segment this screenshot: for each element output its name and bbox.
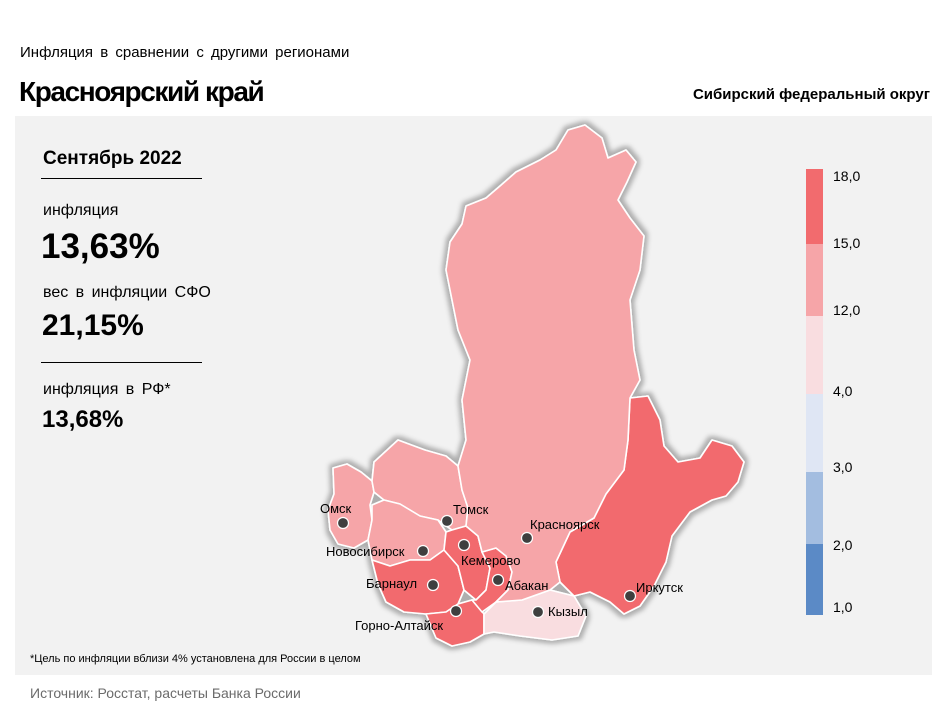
city-label-omsk: Омск	[320, 501, 352, 516]
city-label-abakan: Абакан	[505, 578, 548, 593]
city-label-kyzyl: Кызыл	[548, 604, 588, 619]
inflation-value: 13,63%	[41, 227, 160, 266]
divider-bottom	[41, 362, 202, 363]
legend-tick-3: 3,0	[833, 459, 853, 475]
legend-band-4-12	[806, 316, 823, 394]
region-barnaul	[371, 549, 465, 615]
city-dot-gorno-altaysk	[449, 604, 463, 618]
legend-band-3-4	[806, 394, 823, 472]
divider-top	[41, 178, 202, 179]
page-kicker: Инфляция в сравнении с другими регионами	[20, 44, 350, 61]
city-dot-omsk	[336, 516, 350, 530]
page-title: Красноярский край	[19, 76, 265, 107]
rf-inflation-label: инфляция в РФ*	[43, 381, 171, 398]
city-label-barnaul: Барнаул	[366, 576, 417, 591]
legend-tick-2: 2,0	[833, 537, 853, 553]
city-dot-tomsk	[440, 514, 454, 528]
city-label-irkutsk: Иркутск	[636, 580, 683, 595]
legend-tick-15: 15,0	[833, 235, 860, 251]
legend-tick-18: 18,0	[833, 168, 860, 184]
district-label: Сибирский федеральный округ	[692, 86, 930, 103]
city-dot-abakan	[491, 573, 505, 587]
city-label-novosibirsk: Новосибирск	[326, 544, 405, 559]
legend-band-12-15	[806, 244, 823, 316]
city-label-gorno-altaysk: Горно-Алтайск	[355, 618, 443, 633]
legend-band-15-18	[806, 169, 823, 244]
legend-tick-1: 1,0	[833, 599, 853, 615]
legend-band-2-3	[806, 472, 823, 544]
source-note: Источник: Росстат, расчеты Банка России	[30, 685, 301, 701]
city-dot-novosibirsk	[416, 544, 430, 558]
city-dot-kyzyl	[531, 605, 545, 619]
city-dot-kemerovo	[457, 538, 471, 552]
city-markers: Красноярск Иркутск Кызыл Абакан Кемерово…	[320, 501, 683, 633]
legend-band-1-2	[806, 544, 823, 615]
weight-value: 21,15%	[42, 309, 144, 342]
rf-inflation-value: 13,68%	[42, 406, 124, 433]
city-label-kemerovo: Кемерово	[461, 553, 520, 568]
weight-label: вес в инфляции СФО	[43, 284, 211, 301]
inflation-label: инфляция	[43, 202, 119, 219]
period-label: Сентябрь 2022	[43, 148, 182, 169]
legend-tick-12: 12,0	[833, 302, 860, 318]
color-legend: 18,0 15,0 12,0 4,0 3,0 2,0 1,0	[806, 168, 860, 615]
city-dot-barnaul	[426, 578, 440, 592]
footnote: *Цель по инфляции вблизи 4% установлена …	[30, 653, 361, 665]
legend-tick-4: 4,0	[833, 383, 853, 399]
region-krasnoyarsk	[445, 124, 645, 603]
city-label-tomsk: Томск	[453, 502, 489, 517]
city-label-krasnoyarsk: Красноярск	[530, 517, 600, 532]
city-dot-krasnoyarsk	[520, 531, 534, 545]
city-dot-irkutsk	[623, 589, 637, 603]
